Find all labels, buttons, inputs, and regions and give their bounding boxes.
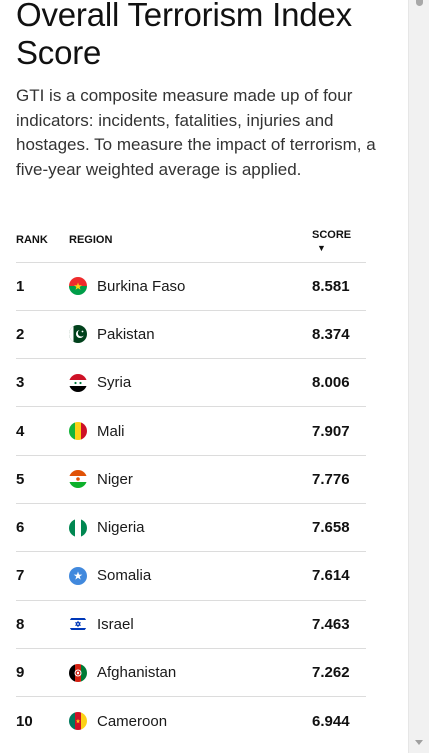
- score-column-header[interactable]: SCORE ▼: [312, 212, 366, 262]
- region-name[interactable]: Burkina Faso: [97, 277, 186, 295]
- table-row[interactable]: 8 Israel 7.463: [16, 600, 366, 648]
- score-cell: 8.374: [312, 325, 350, 343]
- rank-column-header[interactable]: RANK: [16, 233, 48, 246]
- score-cell: 7.658: [312, 519, 350, 537]
- cameroon-flag-icon: [69, 712, 87, 731]
- region-column-header[interactable]: REGION: [69, 233, 113, 246]
- rank-cell: 10: [16, 712, 33, 730]
- table-header-row: RANK REGION SCORE ▼: [16, 212, 366, 262]
- niger-flag-icon: [69, 470, 87, 489]
- score-cell: 8.006: [312, 374, 350, 392]
- rank-cell: 2: [16, 325, 25, 343]
- page-description: GTI is a composite measure made up of fo…: [16, 86, 376, 179]
- table-row[interactable]: 4 Mali 7.907: [16, 406, 366, 455]
- rank-cell: 4: [16, 422, 25, 440]
- nigeria-flag-icon: [69, 518, 87, 537]
- table-row[interactable]: 6 Nigeria 7.658: [16, 503, 366, 551]
- table-row[interactable]: 1 Burkina Faso 8.581: [16, 262, 366, 310]
- score-cell: 8.581: [312, 277, 350, 295]
- region-name[interactable]: Somalia: [97, 567, 152, 585]
- somalia-flag-icon: [69, 566, 87, 585]
- scroll-down-arrow-icon[interactable]: [415, 740, 423, 745]
- score-cell: 7.776: [312, 470, 350, 488]
- region-name[interactable]: Pakistan: [97, 325, 155, 343]
- region-name[interactable]: Syria: [97, 374, 132, 392]
- rank-cell: 8: [16, 615, 25, 633]
- table-row[interactable]: 3 Syria 8.006: [16, 358, 366, 407]
- rank-cell: 6: [16, 519, 25, 537]
- vertical-scrollbar[interactable]: [408, 0, 429, 753]
- rank-cell: 3: [16, 374, 25, 392]
- region-name[interactable]: Niger: [97, 470, 133, 488]
- page-title: Overall Terrorism Index Score: [16, 0, 352, 71]
- region-name[interactable]: Cameroon: [97, 712, 168, 730]
- table-row[interactable]: 2 Pakistan 8.374: [16, 310, 366, 358]
- region-name[interactable]: Israel: [97, 615, 134, 633]
- rank-cell: 7: [16, 567, 25, 585]
- ranking-table: RANK REGION SCORE ▼ 1 Burkina Faso: [16, 212, 366, 745]
- region-name[interactable]: Afghanistan: [97, 664, 177, 682]
- mali-flag-icon: [69, 422, 87, 441]
- pakistan-flag-icon: [69, 325, 87, 344]
- syria-flag-icon: [69, 373, 87, 392]
- table-row[interactable]: 7 Somalia 7.614: [16, 551, 366, 600]
- score-cell: 7.614: [312, 567, 350, 585]
- rank-cell: 9: [16, 664, 25, 682]
- table-row[interactable]: 9 Afghanistan 7.262: [16, 648, 366, 696]
- sort-descending-icon[interactable]: ▼: [317, 242, 326, 253]
- burkina-faso-flag-icon: [69, 277, 87, 296]
- region-name[interactable]: Nigeria: [97, 519, 145, 537]
- israel-flag-icon: [69, 615, 87, 634]
- main-content: Overall Terrorism Index Score GTI is a c…: [16, 0, 376, 745]
- score-header-label: SCORE: [312, 228, 352, 241]
- scrollbar-thumb[interactable]: [416, 0, 423, 6]
- table-row[interactable]: 5 Niger 7.776: [16, 455, 366, 503]
- afghanistan-flag-icon: [69, 663, 87, 682]
- region-name[interactable]: Mali: [97, 422, 125, 440]
- score-cell: 7.907: [312, 422, 350, 440]
- rank-cell: 1: [16, 277, 25, 295]
- score-cell: 6.944: [312, 712, 350, 730]
- score-cell: 7.463: [312, 615, 350, 633]
- rank-cell: 5: [16, 470, 25, 488]
- score-cell: 7.262: [312, 664, 350, 682]
- table-row[interactable]: 10 Cameroon 6.944: [16, 696, 366, 745]
